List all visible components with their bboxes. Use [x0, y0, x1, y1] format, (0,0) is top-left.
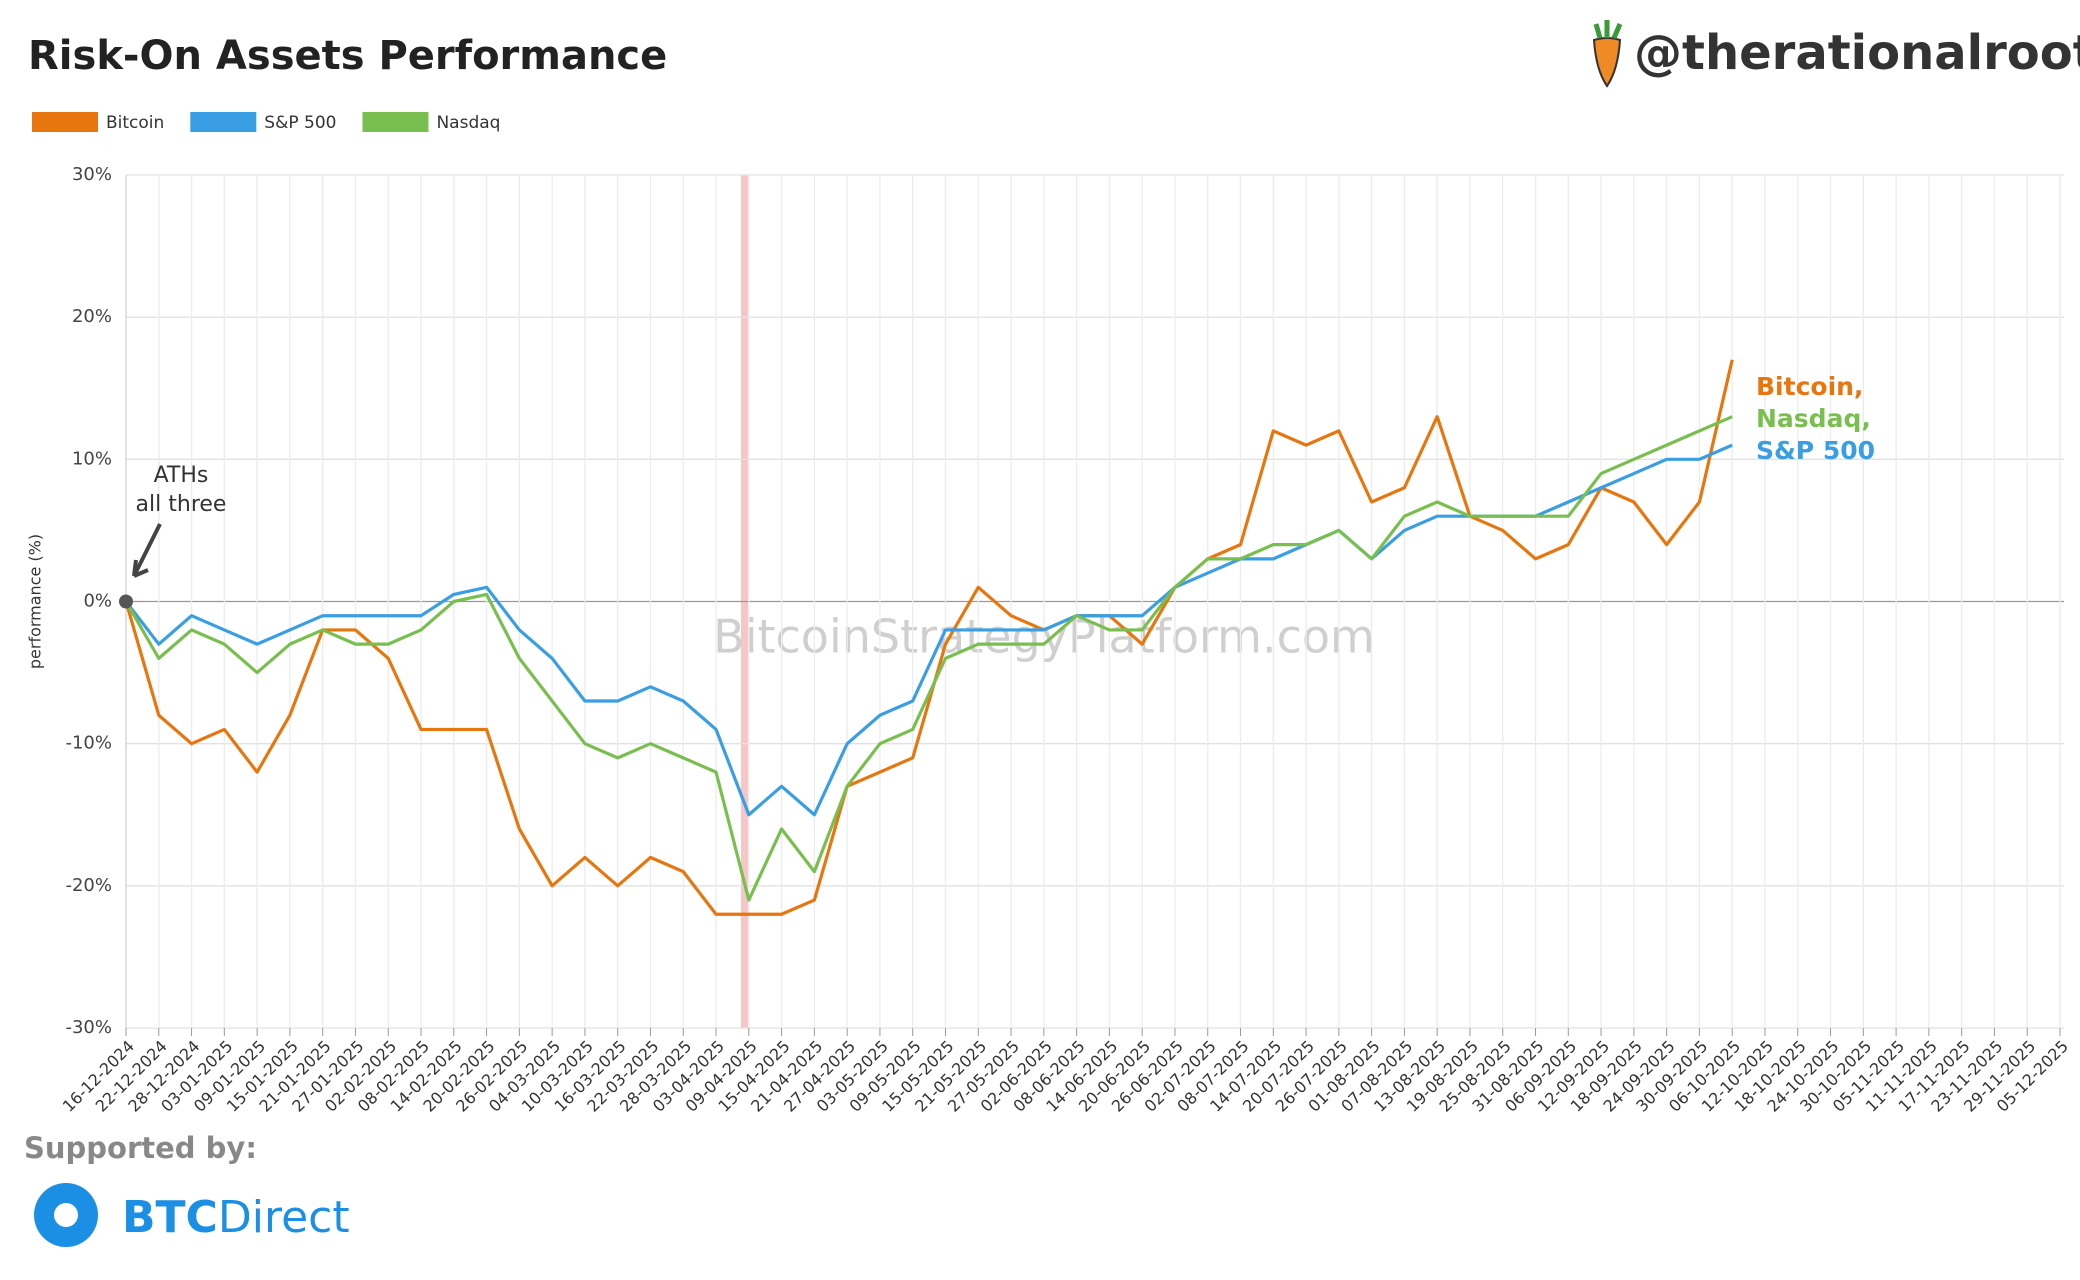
annotation-arrow — [132, 523, 162, 578]
chart-title: Risk-On Assets Performance — [28, 33, 667, 79]
legend-label: Bitcoin — [106, 113, 164, 133]
series-line — [124, 359, 1734, 916]
logo-bold: BTCDirect — [122, 1192, 350, 1243]
y-tick-label: -30% — [65, 1017, 112, 1038]
handle: @therationalroot — [1634, 25, 2080, 81]
btcdirect-logo — [34, 1183, 98, 1247]
ath-point — [119, 594, 133, 609]
series-line — [124, 415, 1733, 902]
annotation: all three — [136, 492, 227, 517]
series-line — [124, 443, 1733, 817]
end-label: Bitcoin, — [1756, 372, 1863, 401]
y-tick-label: -10% — [65, 733, 112, 754]
y-axis-label: performance (%) — [26, 534, 45, 669]
legend-swatch — [362, 112, 429, 132]
logo-bold-text: BTC — [122, 1192, 218, 1243]
legend-label: Nasdaq — [436, 113, 500, 133]
legend-swatch — [32, 112, 98, 132]
carrot-icon — [1592, 20, 1623, 88]
end-label: Nasdaq, — [1756, 404, 1871, 433]
y-tick-label: 10% — [72, 448, 112, 469]
y-tick-label: 30% — [72, 164, 112, 185]
supported-by: Supported by: — [24, 1131, 257, 1165]
y-tick-label: -20% — [65, 875, 112, 896]
y-tick-label: 20% — [72, 306, 112, 327]
y-tick-label: 0% — [83, 591, 112, 612]
logo-light-text: Direct — [218, 1192, 350, 1243]
legend-label: S&P 500 — [264, 113, 336, 133]
annotation: ATHs — [154, 463, 209, 488]
end-label: S&P 500 — [1756, 436, 1875, 465]
legend-swatch — [190, 112, 257, 132]
